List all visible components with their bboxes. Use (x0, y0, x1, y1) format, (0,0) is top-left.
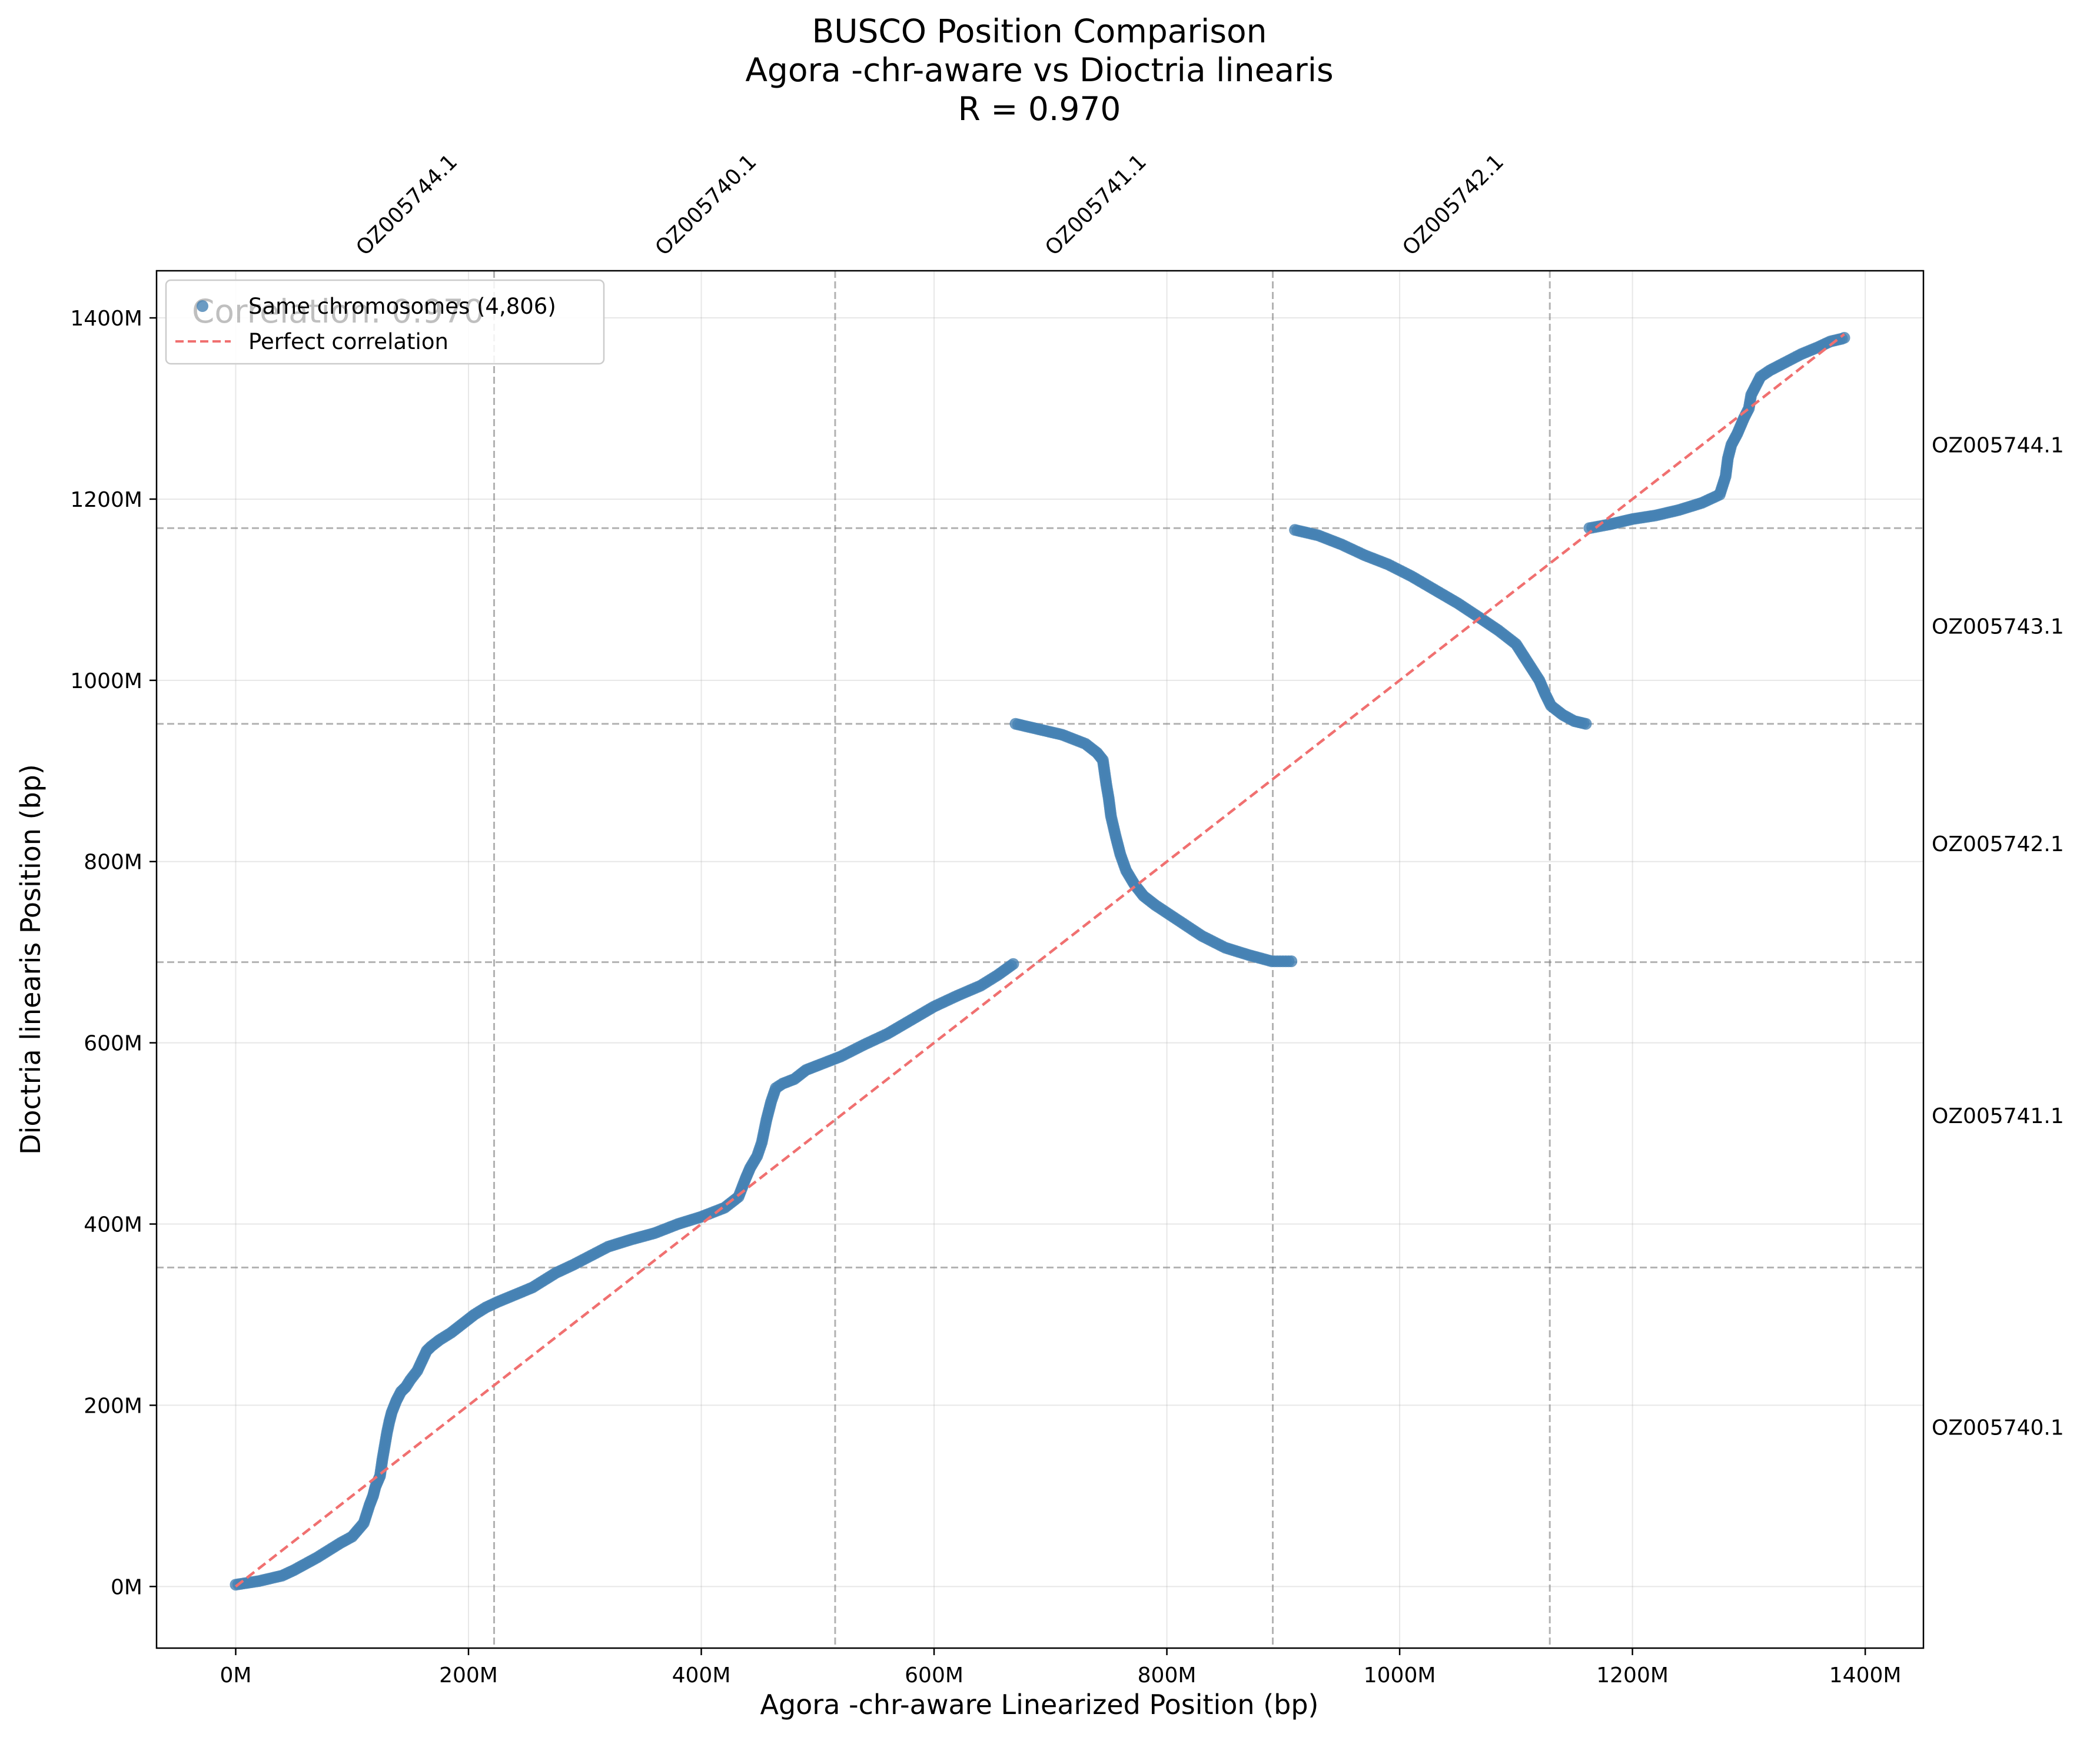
scatter-point (1838, 331, 1850, 344)
scatter-point (1580, 718, 1592, 730)
x-tick-label: 1400M (1829, 1663, 1902, 1688)
y-chromosome-label: OZ005742.1 (1932, 832, 2064, 856)
x-tick-label: 1200M (1596, 1663, 1669, 1688)
axis-ticks: 0M 200M 400M 600M 800M 1000M 1200M 1400M 0M 200M 4… (70, 307, 1901, 1688)
chart-title: BUSCO Position Comparison (812, 12, 1267, 50)
y-tick-label: 1200M (70, 488, 142, 512)
y-tick-label: 1400M (70, 307, 142, 331)
plot-frame (155, 270, 1925, 1649)
chart-correlation-label: R = 0.970 (958, 90, 1121, 128)
y-tick-label: 200M (84, 1394, 142, 1418)
y-tick-label: 400M (84, 1213, 142, 1237)
chart-subtitle: Agora -chr-aware vs Dioctria linearis (745, 51, 1333, 89)
legend-line-label: Perfect correlation (248, 329, 448, 354)
legend-box (165, 279, 605, 365)
y-tick-label: 600M (84, 1032, 142, 1056)
scatter-point (1285, 955, 1298, 968)
y-tick-label: 1000M (70, 669, 142, 693)
y-chromosome-label: OZ005744.1 (1932, 434, 2064, 458)
x-tick-label: 600M (905, 1663, 963, 1688)
legend-scatter-marker (197, 300, 208, 312)
perfect-correlation-line (235, 333, 1845, 1588)
legend-scatter-label: Same chromosomes (4,806) (248, 294, 556, 319)
y-chromosome-label: OZ005740.1 (1932, 1416, 2064, 1440)
x-tick-label: 1000M (1364, 1663, 1436, 1688)
grid-lines (157, 271, 1923, 1648)
x-axis-label: Agora -chr-aware Linearized Position (bp… (760, 1689, 1319, 1721)
y-chromosome-label: OZ005743.1 (1932, 615, 2064, 639)
y-tick-label: 800M (84, 851, 142, 875)
plot-series (230, 331, 1850, 1591)
legend-overlap-text: Correlation: 0.970 (192, 293, 484, 330)
legend: Correlation: 0.970 Same chromosomes (4,8… (165, 279, 605, 365)
y-tick-label: 0M (111, 1575, 142, 1599)
x-tick-label: 0M (220, 1663, 251, 1688)
x-tick-label: 200M (439, 1663, 498, 1688)
y-chromosome-label: OZ005741.1 (1932, 1104, 2064, 1128)
y-axis-label: Dioctria linearis Position (bp) (15, 764, 46, 1155)
scatter-point (1007, 958, 1019, 970)
x-tick-label: 400M (672, 1663, 731, 1688)
x-tick-label: 800M (1138, 1663, 1197, 1688)
